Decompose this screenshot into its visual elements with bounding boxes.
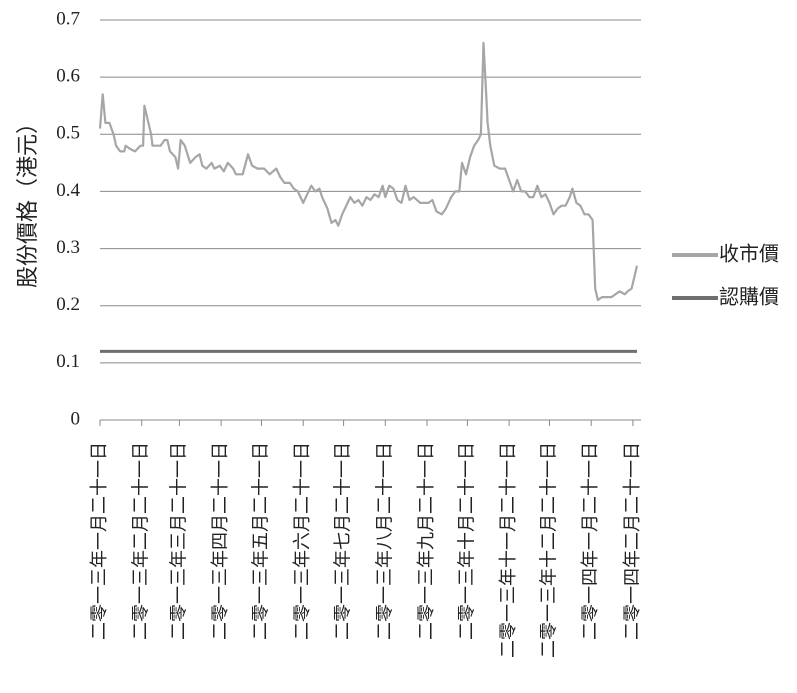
x-tick-label: 二零一三年八月二十一日 <box>374 442 395 640</box>
x-tick-label: 二零一三年十一月二十一日 <box>498 442 519 658</box>
x-tick-label: 二零一四年二月二十一日 <box>622 442 643 640</box>
x-tick-label: 二零一三年二月二十一日 <box>131 442 152 640</box>
y-tick-label: 0.4 <box>56 180 80 201</box>
x-tick-label: 二零一三年四月二十一日 <box>210 442 231 640</box>
y-tick-label: 0 <box>71 408 81 429</box>
y-tick-label: 0.6 <box>56 66 80 87</box>
y-tick-label: 0.5 <box>56 123 80 144</box>
y-axis-label: 股份價格（港元） <box>15 112 40 288</box>
x-tick-label: 二零一三年九月二十一日 <box>416 442 437 640</box>
series-line <box>98 41 639 302</box>
x-tick-label: 二零一三年七月二十一日 <box>333 442 354 640</box>
x-tick-label: 二零一三年十二月二十一日 <box>538 442 559 658</box>
legend-label: 收市價 <box>719 242 779 266</box>
y-tick-label: 0.1 <box>56 351 80 372</box>
y-tick-label: 0.2 <box>56 294 80 315</box>
x-tick-label: 二零一三年六月二十一日 <box>292 442 313 640</box>
y-tick-label: 0.7 <box>56 8 80 29</box>
x-tick-label: 二零一三年十月二十一日 <box>456 442 477 640</box>
x-tick-label: 二零一四年一月二十一日 <box>580 442 601 640</box>
legend-label: 認購價 <box>719 285 779 309</box>
x-tick-label: 二零一三年三月二十一日 <box>168 442 189 640</box>
y-tick-label: 0.3 <box>56 237 80 258</box>
x-tick-label: 二零一三年五月二十一日 <box>250 442 271 640</box>
x-tick-label: 二零一三年一月二十一日 <box>89 442 110 640</box>
